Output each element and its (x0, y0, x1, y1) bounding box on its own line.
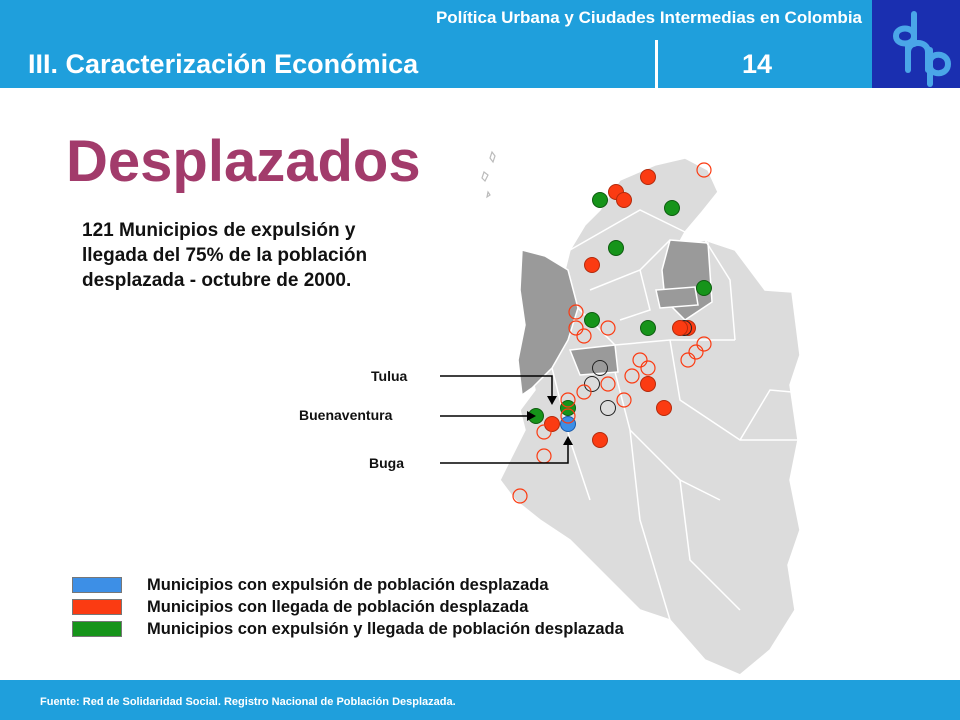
minor-marker (600, 320, 616, 336)
page-title: Desplazados (66, 129, 421, 194)
legend-label-expulsion: Municipios con expulsión de población de… (147, 576, 549, 594)
both-marker (696, 280, 712, 296)
footer-bar: Fuente: Red de Solidaridad Social. Regis… (0, 680, 960, 720)
description: 121 Municipios de expulsión y llegada de… (82, 220, 368, 291)
expulsion-marker (560, 416, 576, 432)
highlight-marker (600, 400, 616, 416)
minor-marker (576, 328, 592, 344)
minor-marker (536, 424, 552, 440)
minor-marker (568, 320, 584, 336)
municipality-markers (512, 162, 712, 504)
minor-marker (640, 360, 656, 376)
both-marker (664, 200, 680, 216)
highlight-marker (592, 360, 608, 376)
colombia-map (440, 150, 800, 676)
callout-lines (440, 375, 569, 464)
minor-marker (632, 352, 648, 368)
arrival-marker (544, 416, 560, 432)
both-marker (608, 240, 624, 256)
arrival-marker (656, 400, 672, 416)
minor-marker (600, 376, 616, 392)
minor-marker (568, 304, 584, 320)
minor-marker (696, 336, 712, 352)
section-title: III. Caracterización Económica (28, 49, 419, 79)
minor-marker (616, 392, 632, 408)
tulua-callout: Tulua (371, 368, 408, 384)
minor-marker (512, 488, 528, 504)
header-bar: Política Urbana y Ciudades Intermedias e… (0, 0, 872, 40)
both-marker (560, 400, 576, 416)
arrival-marker (672, 320, 688, 336)
arrival-marker (640, 169, 656, 185)
minor-marker (560, 408, 576, 424)
both-marker (640, 320, 656, 336)
both-marker (592, 192, 608, 208)
legend-label-arrival: Municipios con llegada de población desp… (147, 598, 529, 616)
highlight-marker (584, 376, 600, 392)
buga-callout: Buga (369, 455, 404, 471)
minor-marker (688, 344, 704, 360)
minor-marker (624, 368, 640, 384)
tulua-leader (440, 375, 553, 398)
legend-swatch-arrival (72, 599, 122, 615)
minor-marker (680, 352, 696, 368)
minor-marker (696, 162, 712, 178)
section-bar: III. Caracterización Económica 14 (0, 40, 872, 88)
arrival-marker (584, 257, 600, 273)
source-note: Fuente: Red de Solidaridad Social. Regis… (40, 696, 456, 708)
divider (655, 40, 658, 88)
page-number: 14 (742, 49, 773, 79)
arrival-marker (640, 376, 656, 392)
arrival-marker (616, 192, 632, 208)
dnp-logo (872, 0, 960, 88)
buenaventura-callout: Buenaventura (299, 407, 393, 423)
legend-swatch-expulsion (72, 577, 122, 593)
san-andres-islands (481, 150, 496, 199)
minor-marker (576, 384, 592, 400)
minor-marker (560, 392, 576, 408)
arrival-marker (592, 432, 608, 448)
main-landmass (499, 157, 800, 676)
buga-leader (440, 443, 569, 464)
legend-label-both: Municipios con expulsión y llegada de po… (147, 620, 624, 638)
presentation-subtitle: Política Urbana y Ciudades Intermedias e… (435, 8, 862, 27)
legend-swatch-both (72, 621, 122, 637)
callout-arrowheads (527, 396, 573, 445)
both-marker (584, 312, 600, 328)
